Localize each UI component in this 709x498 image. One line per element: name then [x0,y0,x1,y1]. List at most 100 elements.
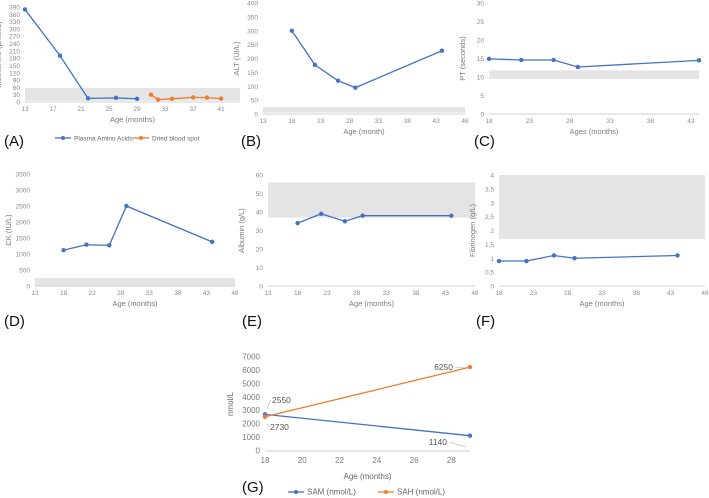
x-tick-label: 23 [324,290,332,297]
x-axis-title: Age (months) [349,299,395,308]
legend-entry: Plasma Amino Acids [74,136,134,143]
y-tick-label: 240 [9,41,20,48]
x-tick-label: 48 [231,290,239,297]
panel-label: (E) [242,313,262,330]
panel-label: (A) [4,133,24,150]
y-tick-label: 500 [19,268,30,275]
x-tick-label: 20 [298,456,307,465]
y-tick-label: 2500 [16,204,31,211]
y-tick-label: 0 [480,112,484,119]
x-tick-label: 37 [189,106,197,113]
x-tick-label: 18 [495,290,503,297]
y-tick-label: 30 [477,1,485,8]
y-tick-label: 210 [9,48,20,55]
y-tick-label: 1000 [16,252,31,259]
legend-swatch-marker [139,136,143,140]
x-tick-label: 43 [433,118,441,125]
y-tick-label: 4000 [242,393,260,402]
x-tick-label: 48 [471,290,479,297]
data-point [84,242,89,247]
x-tick-label: 33 [598,290,606,297]
x-tick-label: 13 [31,290,39,297]
data-point [218,96,224,101]
x-tick-label: 13 [21,106,29,113]
data-point [467,433,473,438]
y-tick-label: 150 [9,63,20,70]
data-point [575,64,581,70]
data-label: 1140 [429,437,448,447]
reference-range-band [499,175,705,239]
data-point [295,220,300,226]
data-point [124,203,129,209]
y-tick-label: 250 [247,42,258,49]
data-point [319,211,324,217]
y-tick-label: 2 [490,228,494,235]
chart-panel-e: 13 18 23 28 33 38 43 48 0 10 20 30 40 50 60 Age (months… [237,173,479,331]
y-tick-label: 2,5 [485,214,494,221]
y-tick-label: 10 [477,75,485,82]
data-point [289,28,295,33]
y-tick-label: 5 [480,93,484,100]
x-tick-label: 43 [667,290,675,297]
x-tick-label: 13 [259,118,267,125]
x-tick-label: 48 [701,290,709,297]
x-tick-label: 38 [633,290,641,297]
data-label-leader [448,441,467,448]
reference-range-band [268,182,475,218]
y-tick-label: 120 [9,70,20,77]
x-tick-label: 28 [566,118,574,125]
data-point [190,95,196,100]
x-tick-label: 43 [442,290,450,297]
x-axis-title: Age (month) [343,127,385,136]
x-tick-label: 28 [353,290,361,297]
data-point [551,253,557,258]
data-point [262,414,268,419]
x-axis-title: Age (months) [112,299,158,308]
x-axis-title: Age (months) [579,299,625,308]
x-tick-label: 23 [526,118,534,125]
data-point [360,213,365,218]
data-point [439,48,445,53]
x-tick-label: 28 [564,290,572,297]
y-tick-label: 1 [490,256,494,263]
y-tick-label: 180 [9,56,20,63]
y-tick-label: 100 [247,84,258,91]
panel-label: (D) [4,313,25,330]
x-tick-label: 18 [294,290,302,297]
data-point [519,57,524,63]
data-point [524,258,529,264]
y-tick-label: 300 [9,26,20,33]
y-tick-label: 0 [256,447,261,456]
y-tick-label: 7000 [242,353,260,362]
chart-panel-a: 13 17 21 25 29 33 37 41 030609012015018021024027… [0,5,240,150]
data-label: 2730 [270,422,289,432]
x-tick-label: 26 [410,456,419,465]
y-tick-label: 0 [259,284,263,291]
chart-panel-c: 18 23 28 33 38 43 0 5 10 15 20 25 30 Ages (months) PT … [458,1,702,150]
data-point [335,78,341,83]
data-point [486,56,492,62]
data-point [353,85,358,90]
series-line-sah-nmol-l [264,366,471,418]
y-axis-title: Methionine (µmol/L) [0,21,3,88]
x-tick-label: 38 [647,118,655,125]
y-tick-label: 350 [247,14,258,21]
x-tick-label: 17 [49,106,57,113]
legend-swatch-marker [61,136,65,140]
x-tick-label: 38 [404,118,412,125]
y-tick-label: 30 [256,228,264,235]
data-point [467,364,473,370]
data-point [107,243,112,248]
y-tick-label: 390 [9,5,20,12]
data-point [57,53,63,58]
x-tick-label: 21 [77,106,85,113]
legend-entry: SAM (nmol/L) [307,488,356,497]
y-tick-label: 3000 [242,406,260,415]
series-line-sam-nmol-l [264,413,471,437]
y-tick-label: 200 [247,56,258,63]
legend-entry: SAH (nmol/L) [397,488,445,497]
data-point [572,256,577,261]
series-line-alt [291,30,443,89]
y-tick-label: 360 [9,12,20,19]
y-tick-label: 270 [9,34,20,41]
